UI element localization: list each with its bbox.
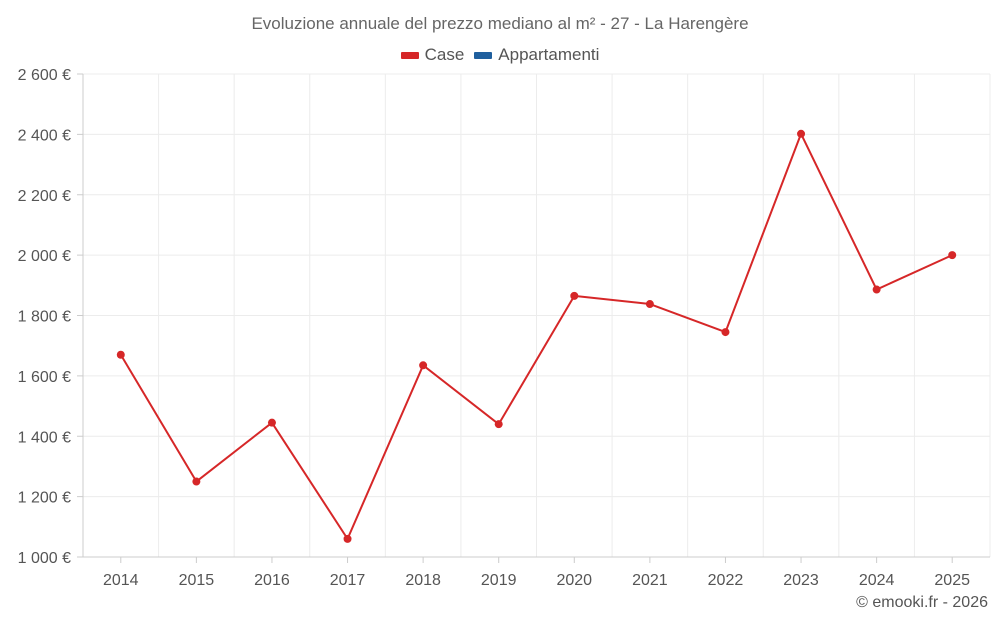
data-point[interactable] (419, 361, 428, 370)
y-tick-label: 1 800 € (18, 309, 71, 326)
y-tick-label: 2 000 € (18, 248, 71, 265)
x-tick-label: 2023 (783, 572, 819, 589)
x-tick-label: 2017 (330, 572, 366, 589)
legend-swatch-case (400, 51, 419, 59)
x-tick-label: 2020 (556, 572, 592, 589)
data-point[interactable] (721, 328, 730, 337)
x-tick-label: 2019 (481, 572, 517, 589)
data-point[interactable] (343, 534, 352, 543)
y-tick-label: 2 200 € (18, 188, 71, 205)
legend-item-appartamenti[interactable]: Appartamenti (474, 45, 599, 65)
data-point[interactable] (948, 251, 957, 260)
x-tick-label: 2014 (103, 572, 139, 589)
data-point[interactable] (797, 129, 806, 138)
x-tick-label: 2016 (254, 572, 290, 589)
data-point[interactable] (570, 291, 579, 300)
data-point[interactable] (872, 285, 881, 294)
legend-swatch-appartamenti (474, 51, 493, 59)
data-point[interactable] (494, 420, 503, 429)
chart-legend: Case Appartamenti (0, 45, 1000, 65)
grid (82, 73, 991, 558)
x-tick-label: 2022 (708, 572, 744, 589)
y-tick-label: 1 000 € (18, 550, 71, 567)
legend-item-case[interactable]: Case (400, 45, 465, 65)
x-tick-label: 2018 (405, 572, 441, 589)
chart-title: Evoluzione annuale del prezzo mediano al… (251, 14, 749, 33)
y-tick-label: 2 400 € (18, 127, 71, 144)
y-tick-label: 1 200 € (18, 490, 71, 507)
y-axis: 1 000 € 1 200 € 1 400 € 1 600 € 1 800 € 2 000… (18, 67, 84, 567)
y-tick-label: 1 600 € (18, 369, 71, 386)
data-point[interactable] (192, 477, 201, 486)
data-point[interactable] (645, 300, 654, 309)
y-tick-label: 1 400 € (18, 429, 71, 446)
data-point[interactable] (267, 418, 276, 427)
series-line-case (119, 132, 953, 540)
data-point[interactable] (116, 350, 125, 359)
legend-label-appartamenti: Appartamenti (498, 45, 600, 64)
x-tick-label: 2025 (934, 572, 970, 589)
x-axis: 2014 2015 2016 2017 2018 2019 2020 2021 2022 2023… (83, 556, 990, 589)
x-tick-label: 2024 (859, 572, 895, 589)
x-tick-label: 2015 (179, 572, 215, 589)
x-tick-label: 2021 (632, 572, 668, 589)
credit-text: © emooki.fr - 2026 (856, 594, 988, 611)
series-layer (116, 129, 957, 543)
legend-label-case: Case (424, 45, 465, 64)
y-tick-label: 2 600 € (18, 67, 71, 84)
